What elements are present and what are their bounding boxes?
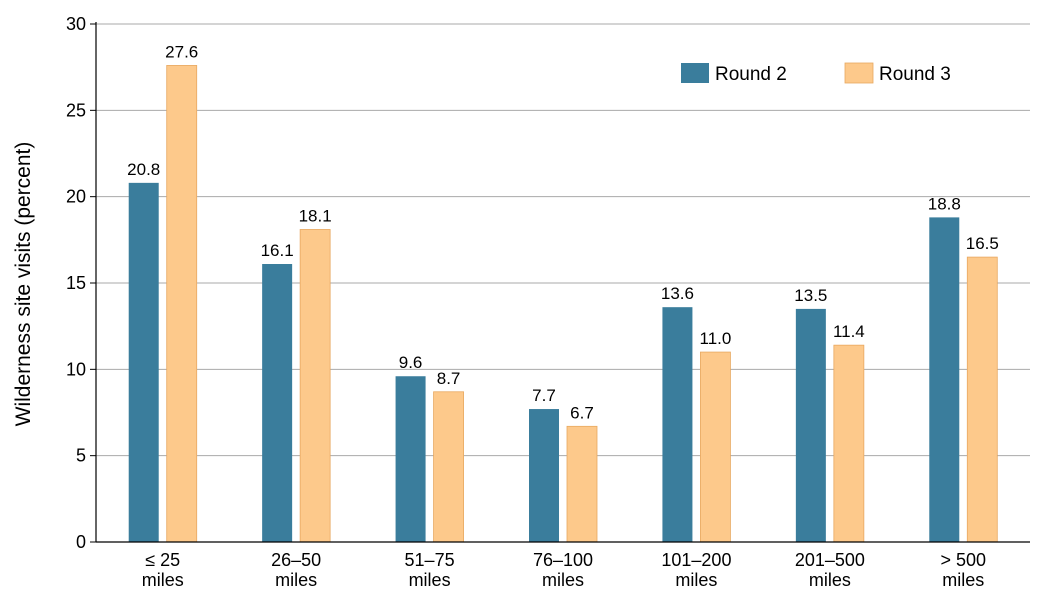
y-tick-label-20: 20 <box>66 187 86 207</box>
y-axis-title: Wilderness site visits (percent) <box>12 142 35 427</box>
data-labels: 20.8 27.6 16.1 18.1 9.6 8.7 7.7 6.7 13.6 11.0 13.5… <box>127 42 999 422</box>
bar-round-3-6 <box>966 256 998 543</box>
x-category-label-5-1: miles <box>809 570 851 590</box>
x-category-label-6-1: miles <box>942 570 984 590</box>
data-label-round-3-0: 27.6 <box>165 42 198 61</box>
data-label-round-3-4: 11.0 <box>700 329 732 348</box>
data-label-round-3-2: 8.7 <box>437 369 461 388</box>
data-label-round-3-3: 6.7 <box>570 403 594 422</box>
y-tick-label-10: 10 <box>66 359 86 379</box>
y-tick-label-30: 30 <box>66 14 86 34</box>
bar-round-3-0 <box>166 65 198 543</box>
bar-round-3-5 <box>833 344 865 543</box>
bar-round-3-4 <box>700 351 731 543</box>
legend-swatch-round-2 <box>681 63 709 83</box>
y-tick-label-0: 0 <box>76 532 86 552</box>
data-label-round-3-1: 18.1 <box>299 206 332 225</box>
legend-swatch-round-3 <box>844 62 874 84</box>
y-tick-label-5: 5 <box>76 446 86 466</box>
bar-round-2-6 <box>929 217 960 543</box>
y-tick-label-15: 15 <box>66 273 86 293</box>
x-category-label-2-1: miles <box>409 570 451 590</box>
x-category-label-1-1: miles <box>275 570 317 590</box>
bar-round-2-2 <box>395 376 426 542</box>
data-label-round-2-0: 20.8 <box>127 160 160 179</box>
x-category-label-0-0: ≤ 25 <box>145 550 180 570</box>
bar-round-2-4 <box>662 307 693 542</box>
legend-label-round-3: Round 3 <box>879 64 951 85</box>
bar-round-3-1 <box>299 229 331 543</box>
bar-round-3-2 <box>433 391 464 543</box>
data-label-round-2-3: 7.7 <box>532 386 556 405</box>
bar-round-2-5 <box>795 308 826 542</box>
x-category-label-6-0: > 500 <box>941 550 987 570</box>
x-category-label-0-1: miles <box>142 570 184 590</box>
y-tick-label-25: 25 <box>66 100 86 120</box>
x-category-label-2-0: 51–75 <box>405 550 455 570</box>
data-label-round-2-1: 16.1 <box>261 241 294 260</box>
legend-label-round-2: Round 2 <box>715 64 787 85</box>
x-category-label-1-0: 26–50 <box>271 550 321 570</box>
x-category-label-4-0: 101–200 <box>661 550 731 570</box>
bars <box>128 65 998 543</box>
data-label-round-2-6: 18.8 <box>928 194 961 213</box>
grid-lines <box>96 23 1030 457</box>
x-category-label-5-0: 201–500 <box>795 550 865 570</box>
data-label-round-2-4: 13.6 <box>661 284 694 303</box>
bar-round-2-3 <box>529 409 559 542</box>
x-category-label-3-0: 76–100 <box>533 550 593 570</box>
x-category-label-3-1: miles <box>542 570 584 590</box>
legend: Round 2 Round 3 <box>681 62 951 85</box>
data-label-round-3-6: 16.5 <box>966 234 999 253</box>
data-label-round-2-5: 13.5 <box>794 286 827 305</box>
data-label-round-2-2: 9.6 <box>399 353 423 372</box>
bar-round-2-1 <box>262 264 293 542</box>
data-label-round-3-5: 11.4 <box>833 322 865 341</box>
x-category-label-4-1: miles <box>675 570 717 590</box>
bar-round-3-3 <box>566 425 598 543</box>
bar-round-2-0 <box>128 182 159 542</box>
